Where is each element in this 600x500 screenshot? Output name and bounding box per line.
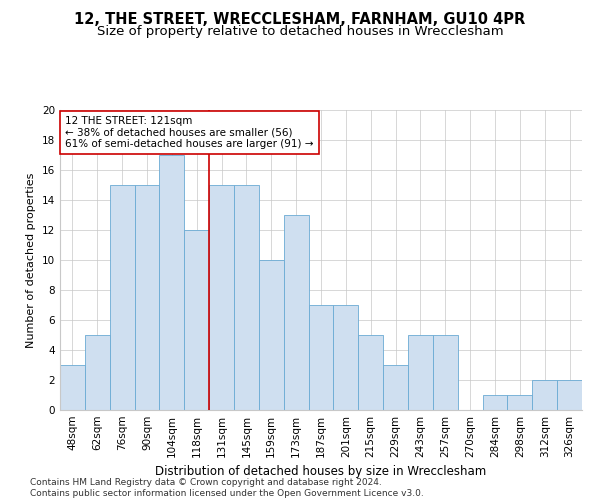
- Text: 12 THE STREET: 121sqm
← 38% of detached houses are smaller (56)
61% of semi-deta: 12 THE STREET: 121sqm ← 38% of detached …: [65, 116, 314, 149]
- Text: 12, THE STREET, WRECCLESHAM, FARNHAM, GU10 4PR: 12, THE STREET, WRECCLESHAM, FARNHAM, GU…: [74, 12, 526, 28]
- Bar: [284, 215, 308, 410]
- Bar: [60, 365, 85, 410]
- Bar: [259, 260, 284, 410]
- Bar: [234, 185, 259, 410]
- Bar: [433, 335, 458, 410]
- Bar: [160, 155, 184, 410]
- X-axis label: Distribution of detached houses by size in Wrecclesham: Distribution of detached houses by size …: [155, 466, 487, 478]
- Bar: [358, 335, 383, 410]
- Bar: [508, 395, 532, 410]
- Bar: [408, 335, 433, 410]
- Bar: [383, 365, 408, 410]
- Bar: [482, 395, 508, 410]
- Bar: [209, 185, 234, 410]
- Bar: [532, 380, 557, 410]
- Bar: [334, 305, 358, 410]
- Bar: [308, 305, 334, 410]
- Bar: [557, 380, 582, 410]
- Bar: [110, 185, 134, 410]
- Text: Size of property relative to detached houses in Wrecclesham: Size of property relative to detached ho…: [97, 25, 503, 38]
- Y-axis label: Number of detached properties: Number of detached properties: [26, 172, 37, 348]
- Bar: [184, 230, 209, 410]
- Bar: [85, 335, 110, 410]
- Text: Contains HM Land Registry data © Crown copyright and database right 2024.
Contai: Contains HM Land Registry data © Crown c…: [30, 478, 424, 498]
- Bar: [134, 185, 160, 410]
